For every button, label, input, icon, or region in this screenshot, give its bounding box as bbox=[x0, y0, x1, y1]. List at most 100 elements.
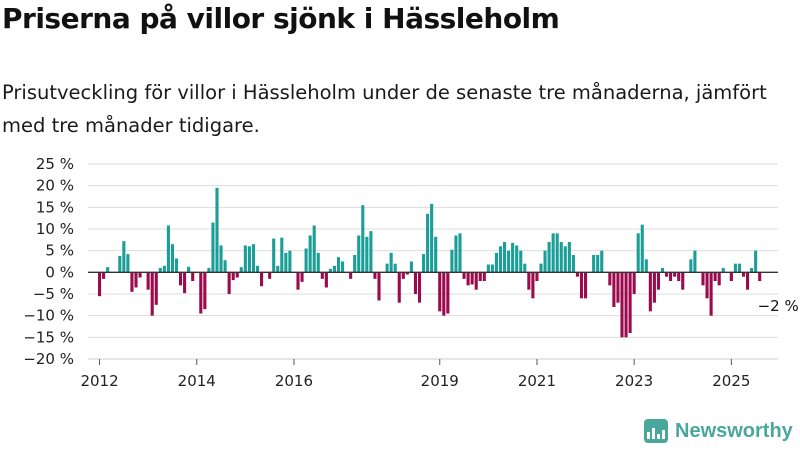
bar bbox=[320, 272, 324, 279]
bar bbox=[677, 272, 681, 281]
bar bbox=[547, 242, 551, 273]
y-tick-label: −15 % bbox=[23, 328, 74, 346]
bar bbox=[733, 263, 737, 273]
y-tick-label: 15 % bbox=[36, 198, 74, 216]
bar bbox=[324, 272, 328, 288]
bar bbox=[389, 252, 393, 273]
bar bbox=[284, 252, 288, 273]
bar bbox=[681, 272, 685, 290]
bar bbox=[660, 268, 665, 273]
bar bbox=[272, 238, 276, 273]
brand-logo: Newsworthy bbox=[644, 419, 793, 443]
bar bbox=[332, 265, 336, 273]
bar bbox=[665, 272, 669, 277]
bar bbox=[288, 250, 292, 273]
last-value-annotation: −2 % bbox=[758, 297, 799, 315]
x-tick-label: 2021 bbox=[518, 372, 556, 390]
bar bbox=[478, 272, 482, 281]
bar bbox=[430, 203, 434, 273]
bar bbox=[737, 263, 741, 273]
bar bbox=[174, 258, 179, 273]
bar bbox=[150, 272, 154, 316]
bar bbox=[511, 242, 515, 273]
x-tick-label: 2023 bbox=[615, 372, 653, 390]
y-tick-label: 10 % bbox=[36, 220, 74, 238]
bar bbox=[592, 255, 596, 273]
bar bbox=[191, 272, 195, 281]
bar bbox=[450, 249, 454, 273]
bar-chart-logo-icon bbox=[644, 419, 668, 443]
chart-title: Priserna på villor sjönk i Hässleholm bbox=[2, 2, 560, 35]
bar bbox=[300, 272, 304, 282]
bar bbox=[369, 231, 373, 273]
bar bbox=[596, 255, 600, 273]
bar bbox=[377, 272, 381, 301]
bar bbox=[231, 272, 235, 281]
bar bbox=[498, 246, 503, 273]
bar bbox=[486, 264, 490, 273]
bar bbox=[219, 245, 223, 273]
bar bbox=[466, 272, 470, 286]
bar bbox=[138, 272, 142, 278]
bar bbox=[644, 259, 648, 273]
bar bbox=[223, 260, 227, 273]
bar bbox=[122, 241, 126, 273]
bar bbox=[705, 272, 709, 299]
bar bbox=[717, 272, 721, 286]
bar bbox=[235, 272, 239, 278]
bar bbox=[632, 272, 636, 294]
bar bbox=[608, 272, 612, 286]
bar bbox=[417, 272, 422, 303]
y-tick-label: 20 % bbox=[36, 177, 74, 195]
bar bbox=[349, 272, 353, 279]
bar bbox=[490, 264, 494, 273]
bar bbox=[102, 272, 106, 279]
bar bbox=[494, 252, 498, 273]
bar bbox=[446, 272, 450, 314]
bar bbox=[701, 272, 705, 286]
bar bbox=[628, 272, 632, 333]
x-tick-label: 2019 bbox=[421, 372, 459, 390]
bar bbox=[539, 263, 543, 273]
brand-name: Newsworthy bbox=[675, 419, 793, 442]
bar bbox=[251, 244, 255, 273]
bar bbox=[507, 250, 511, 273]
bar bbox=[470, 272, 474, 285]
bar bbox=[158, 268, 162, 273]
bar bbox=[304, 248, 308, 273]
bar bbox=[693, 250, 697, 273]
x-tick-label: 2025 bbox=[712, 372, 750, 390]
bar bbox=[422, 254, 426, 273]
bar bbox=[758, 272, 762, 281]
bar bbox=[166, 225, 170, 273]
bar bbox=[183, 272, 187, 294]
bar bbox=[409, 261, 413, 273]
bar bbox=[579, 272, 584, 299]
bar bbox=[280, 237, 284, 273]
bar bbox=[239, 267, 243, 273]
bar bbox=[401, 272, 405, 279]
bar bbox=[754, 250, 758, 273]
bar bbox=[203, 272, 207, 310]
bar bbox=[535, 272, 539, 281]
bar bbox=[255, 265, 260, 273]
bar bbox=[328, 268, 332, 273]
bar bbox=[365, 236, 369, 273]
bar bbox=[458, 233, 462, 273]
bar bbox=[385, 263, 389, 273]
bar bbox=[438, 272, 442, 312]
bar bbox=[373, 272, 377, 279]
bar bbox=[442, 272, 446, 316]
bar bbox=[260, 272, 264, 287]
bar bbox=[474, 272, 478, 290]
bar bbox=[746, 272, 750, 290]
bar bbox=[636, 233, 640, 273]
bar bbox=[600, 250, 604, 273]
bars bbox=[98, 187, 762, 338]
bar bbox=[750, 268, 754, 273]
y-tick-label: 0 % bbox=[45, 263, 74, 281]
x-tick-label: 2014 bbox=[178, 372, 216, 390]
bar bbox=[179, 272, 183, 286]
bar bbox=[567, 242, 571, 273]
bar bbox=[312, 225, 316, 273]
